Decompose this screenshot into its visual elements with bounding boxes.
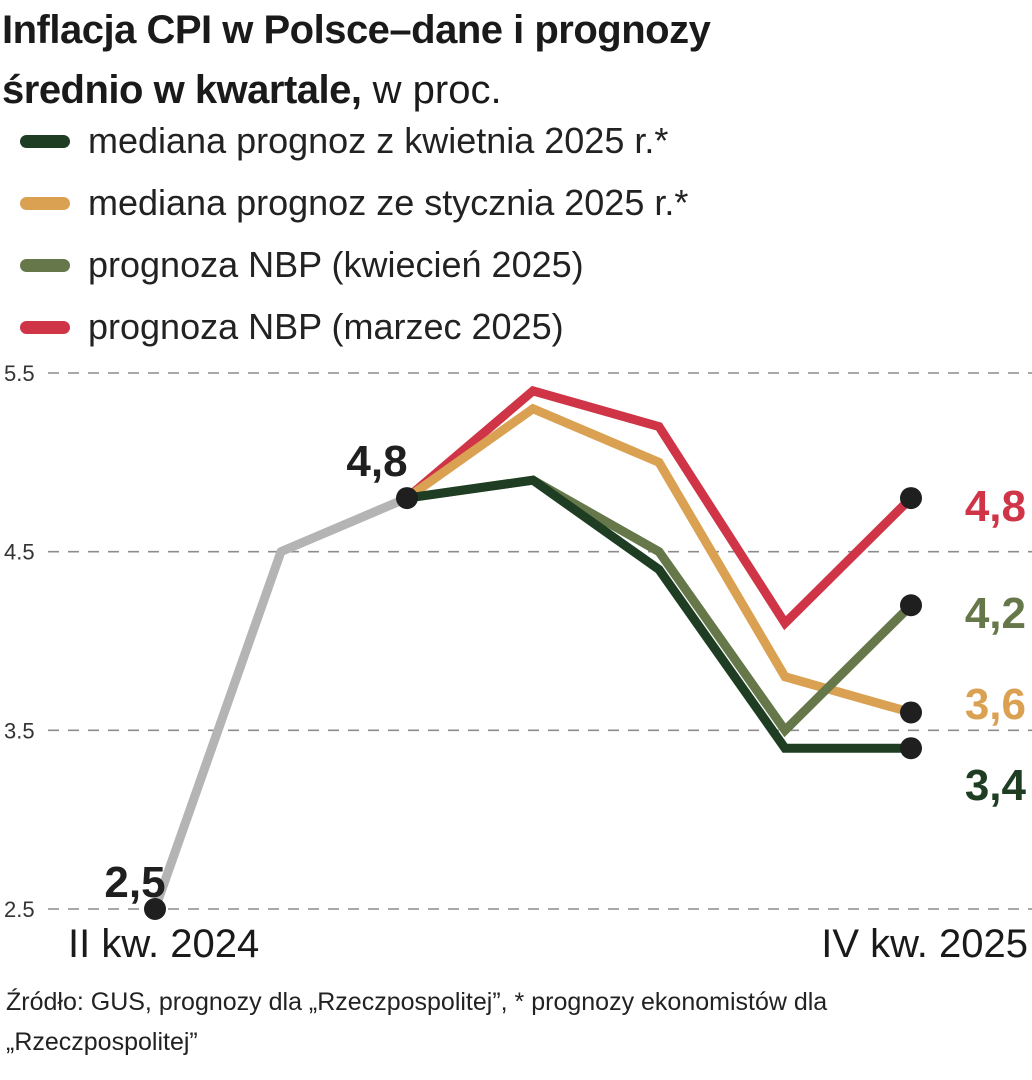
legend-item-january-median: mediana prognoz ze stycznia 2025 r.* bbox=[20, 172, 688, 234]
line-nbp-march bbox=[404, 385, 915, 631]
label-start-value: 2,5 bbox=[104, 858, 165, 907]
legend-label: mediana prognoz ze stycznia 2025 r.* bbox=[88, 182, 689, 223]
legend-item-nbp-march: prognoza NBP (marzec 2025) bbox=[20, 296, 688, 358]
source-note: Źródło: GUS, prognozy dla „Rzeczpospolit… bbox=[6, 988, 828, 1056]
point-last-actual bbox=[396, 487, 418, 510]
line-median-january bbox=[404, 403, 913, 717]
legend-swatch bbox=[20, 258, 70, 272]
label-end-nbp-april: 4,2 bbox=[965, 589, 1026, 638]
label-end-median-april: 3,4 bbox=[965, 761, 1027, 810]
subtitle-bold: średnio w kwartale, bbox=[2, 68, 362, 112]
y-tick-label: 2.5 bbox=[4, 897, 35, 922]
legend-label: prognoza NBP (marzec 2025) bbox=[88, 306, 564, 347]
legend-label: prognoza NBP (kwiecień 2025) bbox=[88, 244, 584, 285]
x-axis-end-label: IV kw. 2025 bbox=[821, 922, 1028, 966]
legend-label: mediana prognoz z kwietnia 2025 r.* bbox=[88, 120, 669, 161]
line-median-april bbox=[406, 475, 911, 753]
point-start bbox=[144, 898, 166, 920]
x-axis-start-label: II kw. 2024 bbox=[68, 922, 259, 966]
gridlines bbox=[48, 372, 1032, 910]
label-end-nbp-march: 4,8 bbox=[965, 482, 1026, 531]
legend-item-april-median: mediana prognoz z kwietnia 2025 r.* bbox=[20, 110, 688, 172]
y-axis-ticks: 5.5 4.5 3.5 2.5 bbox=[4, 361, 35, 922]
point-end-nbp-march bbox=[900, 487, 922, 510]
legend-swatch bbox=[20, 134, 70, 148]
y-tick-label: 3.5 bbox=[4, 718, 35, 743]
legend-swatch bbox=[20, 196, 70, 210]
legend-item-nbp-april: prognoza NBP (kwiecień 2025) bbox=[20, 234, 688, 296]
label-last-actual-value: 4,8 bbox=[346, 437, 407, 486]
legend-swatch bbox=[20, 320, 70, 334]
point-end-median-january bbox=[900, 701, 922, 724]
series-lines bbox=[150, 385, 915, 914]
chart-title: Inflacja CPI w Polsce–dane i prognozy bbox=[2, 8, 711, 52]
y-tick-label: 4.5 bbox=[4, 540, 35, 565]
y-tick-label: 5.5 bbox=[4, 361, 35, 386]
subtitle-unit: w proc. bbox=[361, 68, 502, 112]
point-end-median-april bbox=[900, 737, 922, 760]
data-labels: 2,5 4,8 3,4 3,6 4,2 4,8 bbox=[104, 437, 1026, 907]
point-end-nbp-april bbox=[900, 594, 922, 617]
actual-data-line bbox=[150, 493, 412, 914]
chart-subtitle: średnio w kwartale, w proc. bbox=[2, 62, 502, 118]
data-points bbox=[144, 487, 922, 920]
label-end-median-january: 3,6 bbox=[965, 680, 1026, 729]
legend: mediana prognoz z kwietnia 2025 r.* medi… bbox=[20, 110, 688, 358]
cpi-line-chart: 5.5 4.5 3.5 2.5 2,5 4,8 3,4 3,6 4,2 4,8 II kw. 2… bbox=[4, 361, 1032, 966]
